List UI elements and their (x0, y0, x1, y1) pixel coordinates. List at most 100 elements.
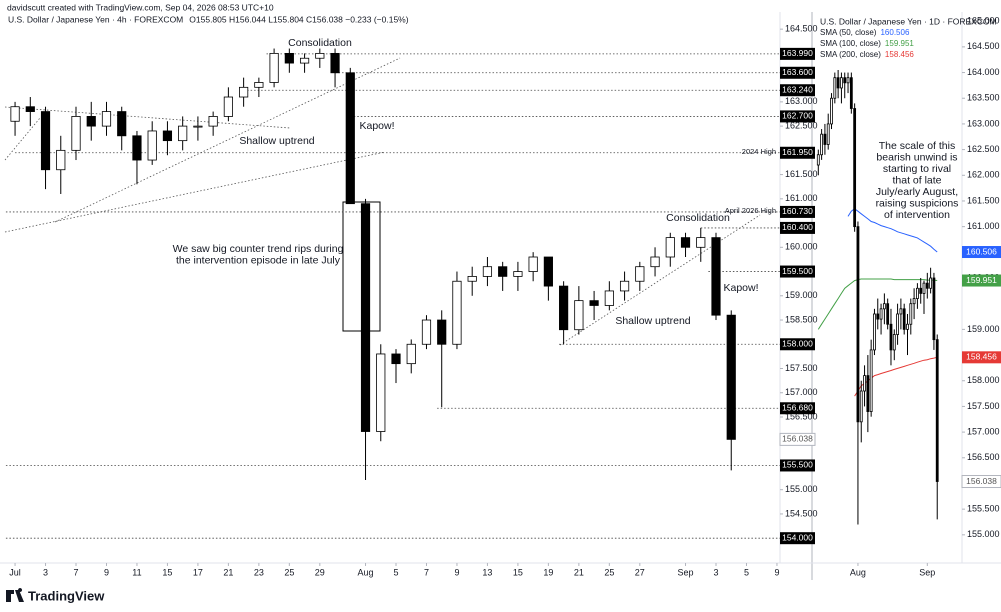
x-tick-label: 9 (454, 567, 459, 577)
x-tick-label: 3 (43, 567, 48, 577)
candle-body (856, 226, 860, 423)
candle-body (513, 271, 523, 277)
candle-body (873, 313, 876, 351)
ohlc: O155.805 H156.044 L155.804 C156.038 −0.2… (189, 14, 408, 24)
x-tick-label: 25 (284, 567, 294, 577)
x-tick-label: 13 (482, 567, 492, 577)
credit: davidscutt created with TradingView.com,… (7, 2, 274, 12)
y-tick-label: 161.000 (785, 193, 818, 203)
price-marker (962, 274, 1001, 287)
x-tick-label: 9 (774, 567, 779, 577)
y-tick-label: 158.500 (785, 314, 818, 324)
candle-body (406, 343, 416, 365)
candle-body (40, 111, 51, 171)
annotation: that of late (892, 174, 941, 186)
level-label: 163.990 (782, 48, 813, 58)
y-tick-label: 155.000 (967, 529, 1000, 539)
candle-body (680, 237, 691, 248)
level-box (780, 205, 815, 218)
candle-body (193, 125, 203, 128)
y-tick-label: 164.500 (967, 41, 1000, 51)
candle-body (929, 277, 933, 289)
y-tick-label: 157.000 (967, 426, 1000, 436)
level-box (780, 402, 815, 415)
trend-line (54, 57, 401, 223)
level-label: 161.950 (782, 147, 813, 157)
x-tick-label: 3 (713, 567, 718, 577)
last-price-box (961, 475, 1001, 489)
x-tick-label: Sep (919, 567, 935, 577)
brand: TradingView (28, 588, 105, 603)
candle-body (10, 106, 20, 122)
candle-body (239, 86, 249, 98)
candle-body (559, 285, 569, 331)
candle-body (498, 266, 508, 277)
candle-body (925, 282, 929, 289)
price-marker-label: 160.506 (966, 246, 997, 256)
y-tick-label: 163.500 (967, 93, 1000, 103)
logo-icon (6, 588, 24, 602)
candle-body (820, 133, 824, 156)
price-marker-label: 159.951 (966, 275, 997, 285)
level-label: 160.730 (782, 206, 813, 216)
level-box (780, 146, 815, 159)
candle-body (849, 77, 853, 109)
sma-line (817, 278, 938, 330)
candle-body (816, 154, 820, 166)
candle-body (254, 82, 264, 88)
x-tick-label: 15 (162, 567, 172, 577)
y-tick-label: 163.000 (967, 118, 1000, 128)
level-label: 160.400 (782, 222, 813, 232)
annotation: Shallow uptrend (239, 135, 314, 147)
x-tick-label: 7 (74, 567, 79, 577)
legend-value: 160.506 (880, 28, 909, 37)
candle-body (452, 280, 462, 345)
y-tick-label: 157.500 (785, 363, 818, 373)
trend-line (4, 106, 291, 129)
candle-body (846, 77, 850, 84)
y-tick-label: 156.500 (967, 452, 1000, 462)
level-label: 159.500 (782, 266, 813, 276)
level-label: 154.000 (782, 532, 813, 542)
candle-body (906, 323, 909, 330)
x-tick-label: Aug (358, 567, 374, 577)
candle-body (619, 280, 630, 292)
level-box (780, 84, 815, 97)
price-marker (962, 246, 1001, 259)
price-marker (962, 351, 1001, 364)
candle-body (117, 111, 127, 137)
candle-body (830, 97, 833, 125)
annotation: Shallow uptrend (615, 315, 690, 327)
candle-body (726, 314, 736, 440)
y-tick-label: 161.500 (967, 195, 1000, 205)
last-price-label: 156.038 (782, 434, 813, 444)
x-tick-label: Aug (850, 567, 866, 577)
candle-body (543, 256, 553, 287)
candle-body (892, 334, 896, 351)
candle-body (269, 52, 279, 83)
x-tick-label: 17 (193, 567, 203, 577)
candle-body (421, 319, 432, 345)
candle-body (315, 52, 325, 59)
candle-body (528, 256, 538, 272)
candle-body (876, 313, 880, 320)
candle-body (935, 339, 939, 482)
y-tick-label: 164.500 (785, 24, 818, 34)
level-box (780, 110, 815, 123)
level-box (780, 66, 815, 79)
candle-body (843, 77, 847, 84)
annotation: Consolidation (288, 37, 352, 49)
candle-body (896, 313, 899, 335)
y-tick-label: 161.000 (967, 221, 1000, 231)
annotation: Kapow! (723, 282, 758, 294)
candle-body (223, 96, 233, 117)
candle-body (132, 135, 142, 161)
candle-body (101, 111, 112, 127)
annotation: July/early August, (876, 186, 958, 198)
level-label: 163.600 (782, 67, 813, 77)
candle-body (902, 308, 906, 330)
candle-body (836, 77, 840, 89)
x-tick-label: Sep (678, 567, 694, 577)
level-box (780, 221, 815, 234)
candle-body (916, 287, 919, 299)
